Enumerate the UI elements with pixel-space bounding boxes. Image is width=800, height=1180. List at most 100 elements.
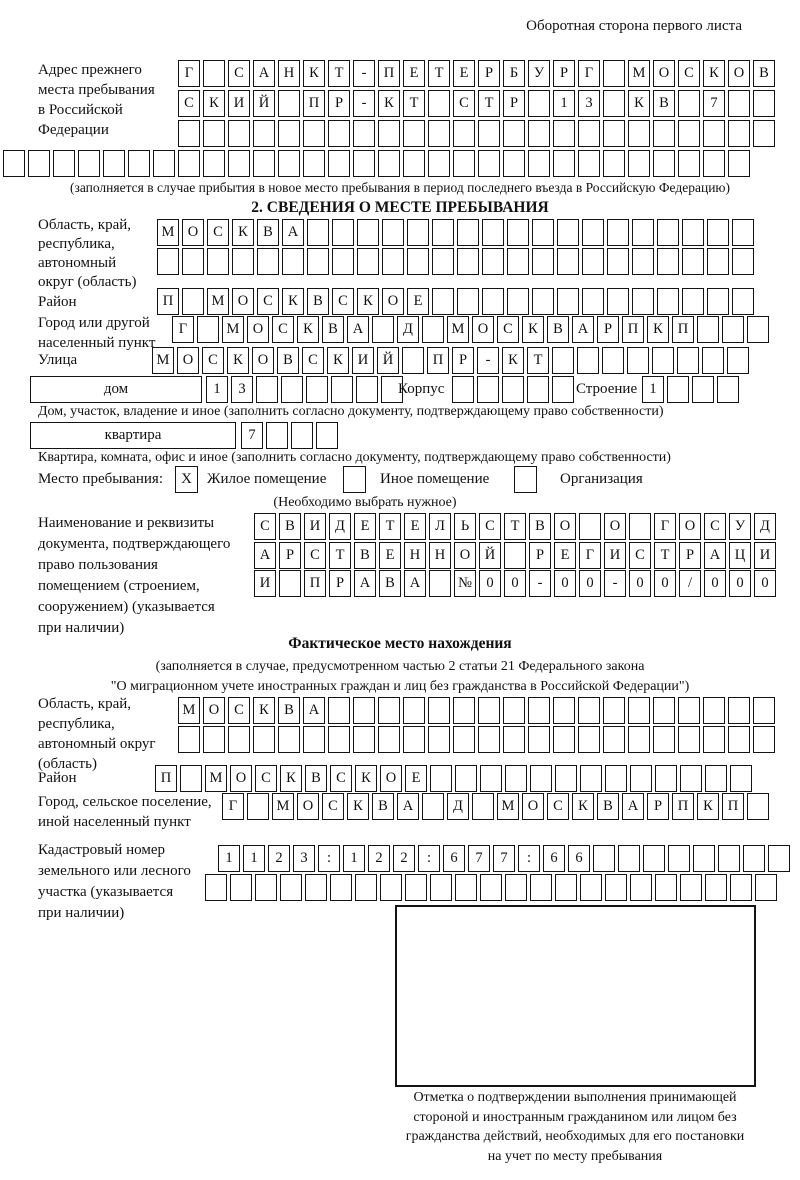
char-box[interactable]: 2 [393, 845, 415, 872]
char-box[interactable] [678, 697, 700, 724]
char-box[interactable]: 1 [642, 376, 664, 403]
char-box[interactable] [682, 219, 704, 246]
char-box[interactable]: В [529, 513, 551, 540]
char-box[interactable] [602, 347, 624, 374]
char-box[interactable] [697, 316, 719, 343]
char-box[interactable] [197, 316, 219, 343]
char-box[interactable] [557, 248, 579, 275]
char-box[interactable]: К [227, 347, 249, 374]
char-box[interactable]: 6 [543, 845, 565, 872]
char-box[interactable]: К [253, 697, 275, 724]
char-box[interactable]: С [453, 90, 475, 117]
char-box[interactable] [478, 150, 500, 177]
char-box[interactable] [703, 120, 725, 147]
char-box[interactable] [557, 288, 579, 315]
char-box[interactable] [652, 347, 674, 374]
char-box[interactable] [502, 376, 524, 403]
char-box[interactable] [328, 697, 350, 724]
char-box[interactable] [153, 150, 175, 177]
char-box[interactable] [355, 874, 377, 901]
char-box[interactable] [593, 845, 615, 872]
char-box[interactable]: У [528, 60, 550, 87]
residential-checkbox[interactable]: X [175, 466, 198, 493]
char-box[interactable] [203, 120, 225, 147]
char-box[interactable]: Ь [454, 513, 476, 540]
char-box[interactable] [655, 874, 677, 901]
char-box[interactable]: П [722, 793, 744, 820]
char-box[interactable]: Б [503, 60, 525, 87]
char-box[interactable] [702, 347, 724, 374]
char-box[interactable] [477, 376, 499, 403]
char-box[interactable] [180, 765, 202, 792]
char-box[interactable]: С [497, 316, 519, 343]
char-box[interactable] [530, 874, 552, 901]
char-box[interactable] [678, 90, 700, 117]
char-box[interactable]: - [529, 570, 551, 597]
char-box[interactable]: 3 [578, 90, 600, 117]
char-box[interactable]: С [479, 513, 501, 540]
char-box[interactable]: Р [529, 542, 551, 569]
char-box[interactable] [552, 376, 574, 403]
char-box[interactable]: 3 [231, 376, 253, 403]
char-box[interactable]: 1 [218, 845, 240, 872]
char-box[interactable] [532, 288, 554, 315]
char-box[interactable]: Р [553, 60, 575, 87]
char-box[interactable] [747, 793, 769, 820]
char-box[interactable] [182, 288, 204, 315]
char-box[interactable] [532, 248, 554, 275]
char-box[interactable] [553, 150, 575, 177]
char-box[interactable]: Е [554, 542, 576, 569]
char-box[interactable] [178, 120, 200, 147]
char-box[interactable] [528, 697, 550, 724]
char-box[interactable] [668, 845, 690, 872]
char-box[interactable] [607, 288, 629, 315]
char-box[interactable] [507, 288, 529, 315]
char-box[interactable] [422, 316, 444, 343]
char-box[interactable] [507, 219, 529, 246]
char-box[interactable] [743, 845, 765, 872]
char-box[interactable] [678, 150, 700, 177]
char-box[interactable] [429, 570, 451, 597]
char-box[interactable] [407, 248, 429, 275]
char-box[interactable] [505, 874, 527, 901]
char-box[interactable]: К [232, 219, 254, 246]
char-box[interactable] [603, 726, 625, 753]
char-box[interactable]: О [203, 697, 225, 724]
char-box[interactable] [628, 150, 650, 177]
char-box[interactable]: - [604, 570, 626, 597]
char-box[interactable] [630, 874, 652, 901]
char-box[interactable]: Д [754, 513, 776, 540]
char-box[interactable] [747, 316, 769, 343]
char-box[interactable] [528, 120, 550, 147]
char-box[interactable]: И [228, 90, 250, 117]
char-box[interactable] [278, 150, 300, 177]
char-box[interactable]: О [382, 288, 404, 315]
char-box[interactable] [578, 120, 600, 147]
char-box[interactable] [532, 219, 554, 246]
char-box[interactable] [577, 347, 599, 374]
char-box[interactable] [632, 219, 654, 246]
char-box[interactable]: С [228, 60, 250, 87]
char-box[interactable] [403, 150, 425, 177]
char-box[interactable]: О [604, 513, 626, 540]
char-box[interactable] [381, 376, 403, 403]
char-box[interactable] [707, 248, 729, 275]
char-box[interactable] [430, 874, 452, 901]
char-box[interactable] [428, 726, 450, 753]
char-box[interactable] [281, 376, 303, 403]
char-box[interactable]: У [729, 513, 751, 540]
char-box[interactable] [282, 248, 304, 275]
char-box[interactable] [303, 726, 325, 753]
char-box[interactable] [432, 288, 454, 315]
char-box[interactable]: К [647, 316, 669, 343]
char-box[interactable] [703, 726, 725, 753]
char-box[interactable]: 0 [629, 570, 651, 597]
char-box[interactable]: 6 [443, 845, 465, 872]
char-box[interactable] [682, 288, 704, 315]
char-box[interactable] [3, 150, 25, 177]
char-box[interactable]: Т [328, 60, 350, 87]
char-box[interactable] [307, 248, 329, 275]
char-box[interactable] [628, 120, 650, 147]
char-box[interactable]: Т [329, 542, 351, 569]
char-box[interactable]: С [322, 793, 344, 820]
